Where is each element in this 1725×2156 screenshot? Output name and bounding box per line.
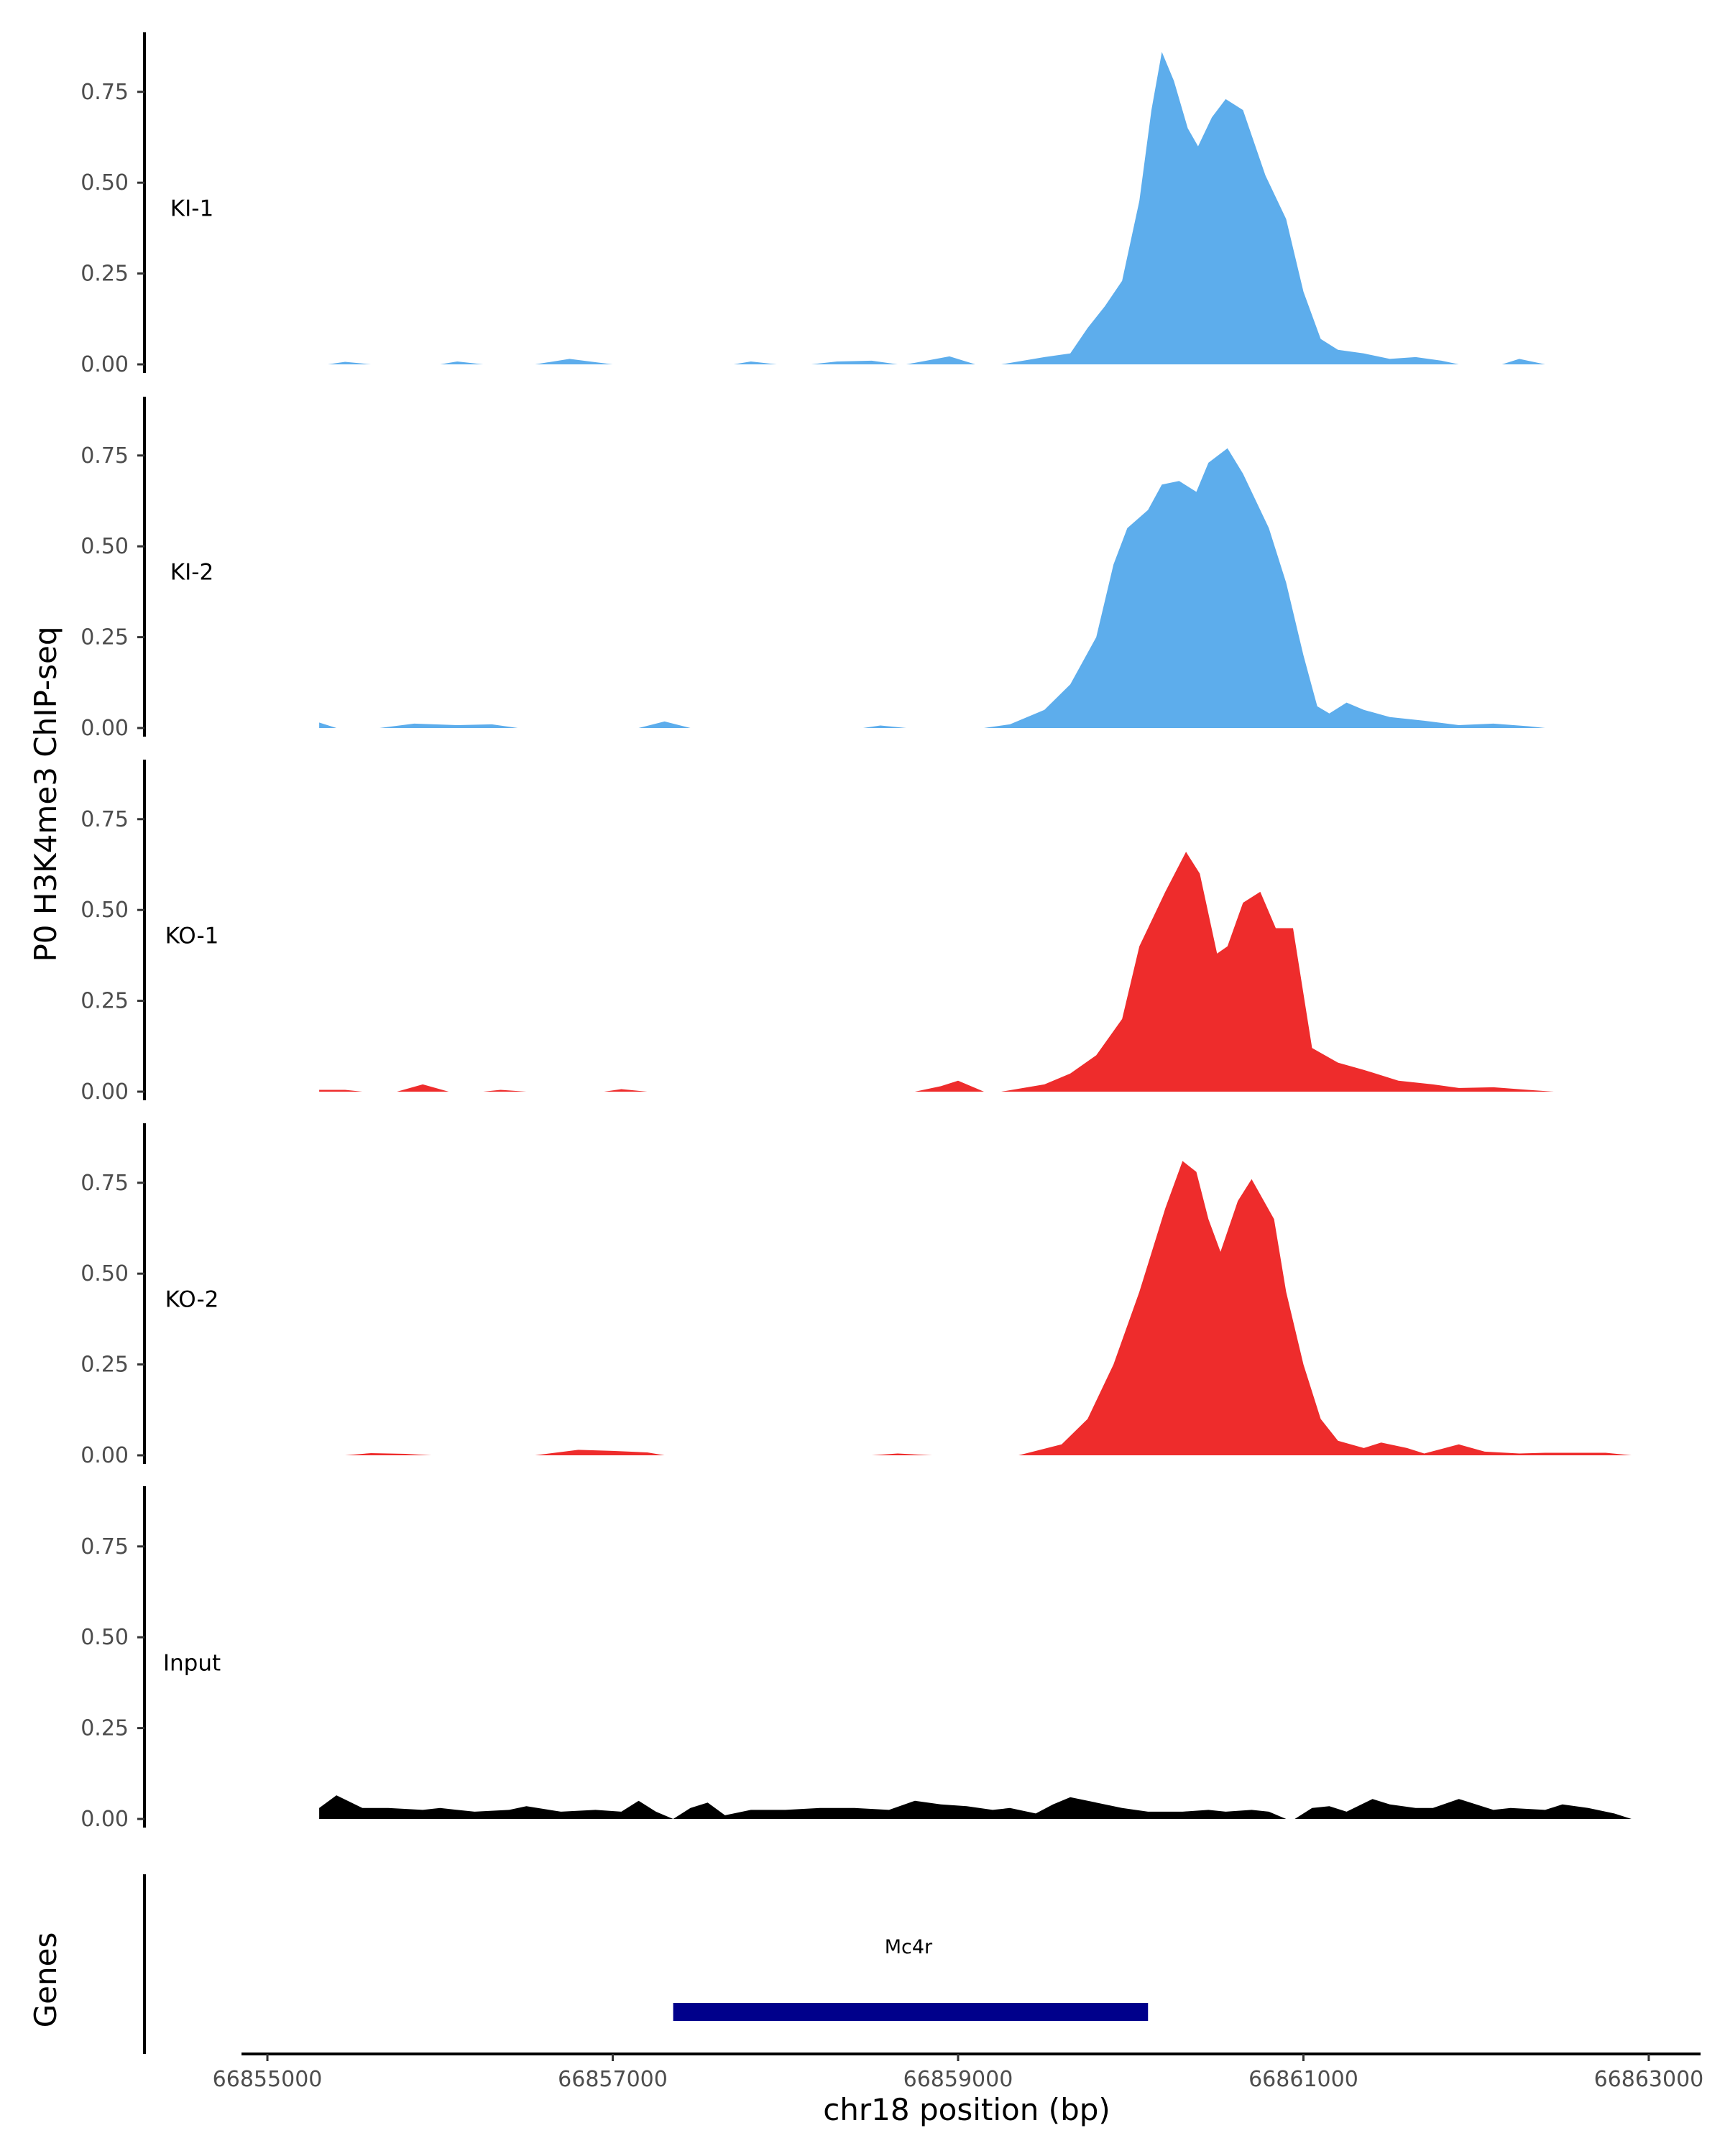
- y-tick-label: 0.25: [80, 262, 129, 287]
- x-axis: 66855000 66857000 66859000 66861000 66863000: [213, 2053, 1704, 2092]
- y-tick-label: 0.50: [80, 170, 129, 195]
- y-tick-label: 0.25: [80, 989, 129, 1014]
- x-tick-label: 66861000: [1248, 2067, 1358, 2092]
- track-input: 0.00 0.25 0.50 0.75 Input: [80, 1486, 1632, 1832]
- y-tick-label: 0.00: [80, 716, 129, 741]
- y-tick-label: 0.25: [80, 1716, 129, 1741]
- signal-area: [319, 448, 1545, 728]
- y-axis-title: P0 H3K4me3 ChIP-seq: [28, 626, 63, 962]
- signal-area: [319, 852, 1554, 1092]
- y-tick-label: 0.00: [80, 1443, 129, 1468]
- x-axis-title: chr18 position (bp): [823, 2092, 1110, 2127]
- y-tick-label: 0.25: [80, 1353, 129, 1378]
- gene-mc4r: Mc4r: [673, 1936, 1149, 2021]
- signal-area: [319, 1795, 1632, 1819]
- y-tick-label: 0.75: [80, 807, 129, 832]
- y-tick-label: 0.50: [80, 534, 129, 559]
- track-ki-2: 0.00 0.25 0.50 0.75 KI-2: [80, 397, 1545, 741]
- y-tick-label: 0.75: [80, 1534, 129, 1560]
- x-tick-label: 66859000: [903, 2067, 1013, 2092]
- track-ko-1: 0.00 0.25 0.50 0.75 KO-1: [80, 760, 1554, 1105]
- x-tick-label: 66855000: [213, 2067, 323, 2092]
- y-tick-label: 0.75: [80, 80, 129, 105]
- y-tick-label: 0.75: [80, 443, 129, 469]
- x-tick-label: 66863000: [1594, 2067, 1704, 2092]
- gene-body: [673, 2003, 1149, 2021]
- signal-area: [345, 1161, 1632, 1455]
- signal-area: [328, 52, 1545, 364]
- track-label: KO-2: [165, 1287, 219, 1313]
- tracks-group: 0.00 0.25 0.50 0.75 KI-1 0.00 0.25 0.50 0.75 KI-2…: [80, 32, 1632, 1832]
- track-label: Input: [163, 1651, 221, 1677]
- track-ko-2: 0.00 0.25 0.50 0.75 KO-2: [80, 1123, 1632, 1468]
- y-tick-label: 0.50: [80, 898, 129, 923]
- y-tick-label: 0.00: [80, 1807, 129, 1832]
- x-tick-label: 66857000: [558, 2067, 668, 2092]
- track-label: KO-1: [165, 923, 219, 949]
- y-tick-label: 0.00: [80, 352, 129, 377]
- y-tick-label: 0.75: [80, 1171, 129, 1196]
- y-tick-label: 0.50: [80, 1261, 129, 1286]
- track-label: KI-1: [170, 196, 213, 222]
- y-tick-label: 0.00: [80, 1079, 129, 1105]
- y-tick-label: 0.50: [80, 1625, 129, 1650]
- y-tick-label: 0.25: [80, 625, 129, 650]
- gene-label: Mc4r: [885, 1936, 933, 1958]
- genes-axis-title: Genes: [28, 1932, 63, 2028]
- track-ki-1: 0.00 0.25 0.50 0.75 KI-1: [80, 32, 1545, 377]
- track-label: KI-2: [170, 560, 213, 586]
- genes-track: Mc4r: [143, 1874, 1149, 2054]
